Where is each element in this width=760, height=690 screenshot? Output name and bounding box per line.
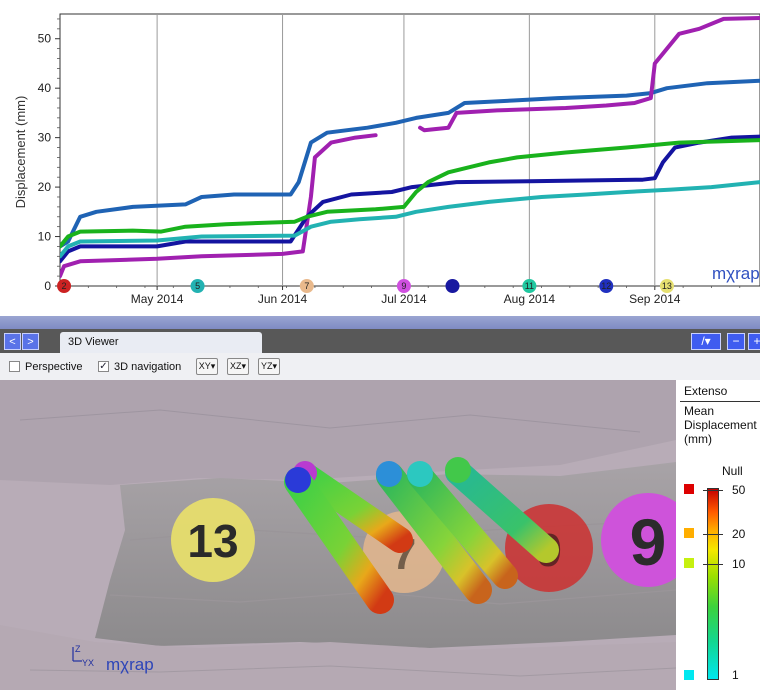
event-marker[interactable]: [190, 279, 205, 293]
displacement-chart-panel: 0 10 20 30 40 50 May 2014 Jun 2014 Jul 2014 Aug …: [0, 0, 760, 316]
event-marker-label: 9: [401, 281, 406, 291]
x-tick-label: Jun 2014: [258, 292, 308, 306]
legend-subtitle: Mean Displacement (mm): [684, 404, 757, 446]
legend-value-1: 1: [732, 668, 739, 682]
axis-z-label: Z: [75, 644, 81, 654]
navigation-checkbox[interactable]: ✓: [98, 361, 109, 372]
event-marker-label: 13: [662, 281, 672, 291]
event-marker[interactable]: [522, 279, 537, 293]
legend-tick-10: [703, 564, 723, 565]
xz-plane-button[interactable]: XZ▾: [227, 358, 249, 375]
x-tick-label: May 2014: [131, 292, 184, 306]
extensometer-b[interactable]: [284, 467, 394, 614]
bubble-13[interactable]: [171, 498, 255, 582]
rock-lower-surface: [0, 625, 676, 690]
series-line-3[interactable]: [418, 16, 760, 133]
event-marker[interactable]: [299, 279, 314, 293]
event-marker-label: 7: [304, 281, 309, 291]
check-icon: ✓: [99, 361, 108, 372]
tool-dropdown-button[interactable]: /▾: [691, 333, 721, 350]
rock-texture-line: [29, 665, 676, 677]
y-tick-label: 50: [38, 32, 52, 46]
axis-yx-label: YX: [82, 658, 94, 668]
extensometer-c[interactable]: [376, 461, 492, 604]
legend-tick-20: [703, 534, 723, 535]
legend-value-10: 10: [732, 557, 746, 571]
event-marker[interactable]: [445, 279, 460, 293]
x-tick-label: Aug 2014: [504, 292, 556, 306]
viewer-toolbar: Perspective ✓ 3D navigation XY▾ XZ▾ YZ▾: [0, 353, 760, 380]
panel-splitter[interactable]: [0, 316, 760, 329]
zoom-out-button[interactable]: −: [727, 333, 745, 350]
series-line-1[interactable]: [60, 78, 760, 249]
event-marker[interactable]: [599, 279, 614, 293]
event-marker-label: 2: [62, 281, 67, 291]
bubble-9-magenta[interactable]: [601, 493, 676, 587]
y-tick-label: 0: [44, 279, 51, 293]
event-marker-label: 12: [601, 281, 611, 291]
series-line-5[interactable]: [60, 138, 760, 249]
y-axis-title: Displacement (mm): [13, 96, 28, 209]
y-tick-label: 30: [38, 131, 52, 145]
legend-tick-50: [703, 490, 723, 491]
extensometer-d[interactable]: [407, 461, 518, 589]
next-tab-button[interactable]: >: [22, 333, 39, 350]
scene-watermark: mχrap: [106, 655, 154, 674]
legend-title: Extenso: [684, 384, 728, 398]
legend-value-20: 20: [732, 527, 746, 541]
prev-tab-button[interactable]: <: [4, 333, 21, 350]
zoom-in-button[interactable]: +: [748, 333, 760, 350]
event-marker[interactable]: [659, 279, 674, 293]
x-tick-label: Sep 2014: [629, 292, 681, 306]
extensometer-d-head: [407, 461, 433, 487]
perspective-label: Perspective: [25, 361, 83, 373]
y-axis: 0 10 20 30 40 50: [38, 18, 60, 293]
3d-scene[interactable]: 13 7 9 9 Z: [0, 380, 676, 690]
y-tick-label: 20: [38, 180, 52, 194]
3d-viewport[interactable]: 13 7 9 9 Z: [0, 380, 676, 690]
legend-swatch-20: [684, 528, 694, 538]
x-tick-label: Jul 2014: [381, 292, 427, 306]
series-line-6[interactable]: [60, 180, 760, 259]
extensometer-c-head: [376, 461, 402, 487]
extensometer-e-head: [445, 457, 471, 483]
axis-gizmo: Z YX: [72, 644, 94, 668]
y-tick-label: 40: [38, 81, 52, 95]
event-markers: 2 5 7 9 11 12 13: [57, 279, 674, 293]
series-line-4[interactable]: [60, 134, 760, 264]
color-legend: Extenso Mean Displacement (mm) Null 50 2…: [676, 380, 760, 690]
legend-null-label: Null: [722, 464, 743, 478]
extensometer-e[interactable]: [445, 457, 559, 563]
bubble-9-magenta-label: 9: [630, 505, 667, 579]
chart-watermark: mχrap: [712, 264, 760, 283]
y-tick-label: 10: [38, 230, 52, 244]
extensometer-b-head: [285, 467, 311, 493]
legend-swatch-1: [684, 670, 694, 680]
tab-3d-viewer[interactable]: 3D Viewer: [60, 332, 262, 353]
event-marker-label: 5: [195, 281, 200, 291]
event-marker[interactable]: [57, 279, 72, 293]
displacement-chart: 0 10 20 30 40 50 May 2014 Jun 2014 Jul 2014 Aug …: [13, 13, 760, 306]
legend-value-50: 50: [732, 483, 746, 497]
bubble-13-label: 13: [187, 515, 238, 567]
yz-plane-button[interactable]: YZ▾: [258, 358, 280, 375]
legend-colorbar: [707, 488, 719, 680]
navigation-label: 3D navigation: [114, 361, 182, 373]
series-line-2[interactable]: [60, 133, 378, 279]
legend-divider: [680, 401, 760, 402]
legend-swatch-50: [684, 484, 694, 494]
perspective-checkbox[interactable]: [9, 361, 20, 372]
x-axis: May 2014 Jun 2014 Jul 2014 Aug 2014 Sep 2014: [59, 286, 741, 306]
event-marker[interactable]: [396, 279, 411, 293]
event-marker-label: 11: [525, 281, 534, 291]
rock-texture-line: [19, 409, 641, 433]
legend-swatch-10: [684, 558, 694, 568]
series-group: [60, 16, 760, 279]
rock-upper-surface: [0, 380, 676, 485]
viewer-tab-bar: < > 3D Viewer /▾ − +: [0, 329, 760, 353]
xy-plane-button[interactable]: XY▾: [196, 358, 218, 375]
